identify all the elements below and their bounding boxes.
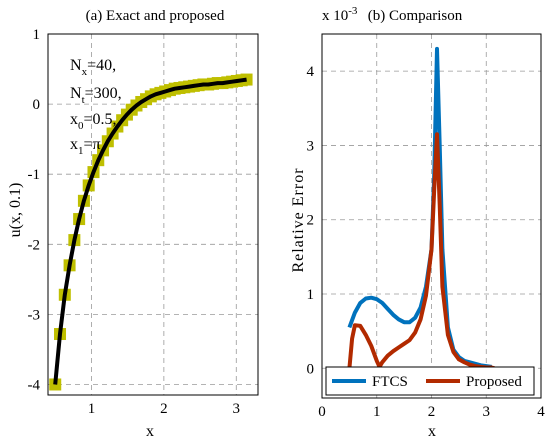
panel-a-xlabel: x — [146, 423, 154, 440]
x-tick-label: 3 — [233, 401, 241, 417]
legend-label-proposed: Proposed — [466, 374, 522, 390]
panel-b-tick-labels: 0 1 2 3 4 4 3 2 1 0 — [307, 64, 546, 420]
x-tick-label: 1 — [88, 401, 96, 417]
y-tick-label: 0 — [307, 361, 315, 377]
x-tick-label: 1 — [373, 404, 381, 420]
y-tick-label: -4 — [28, 377, 41, 393]
panel-a: (a) Exact and proposed 1 2 3 1 0 -1 -2 -3 -4 x u… — [7, 8, 259, 440]
parameter-annotation: Nx=40, Nt=300, x0=0.5, x1=π — [70, 57, 122, 157]
panel-b-title: (b) Comparison — [368, 8, 463, 24]
panel-b-ylabel: Relative Error — [290, 167, 307, 272]
x-tick-label: 2 — [160, 401, 168, 417]
panel-b-xlabel: x — [428, 423, 436, 440]
y-tick-label: -2 — [28, 237, 41, 253]
annotation-nx: Nx=40, — [70, 57, 116, 78]
panel-a-tick-labels: 1 2 3 1 0 -1 -2 -3 -4 — [28, 27, 241, 417]
panel-a-series — [49, 73, 253, 391]
x-tick-label: 2 — [428, 404, 436, 420]
panel-b-series — [347, 46, 496, 371]
y-tick-label: 1 — [33, 27, 41, 43]
legend-label-ftcs: FTCS — [372, 374, 408, 390]
panel-a-title: (a) Exact and proposed — [86, 8, 225, 24]
panel-a-frame — [47, 33, 259, 396]
annotation-x1: x1=π — [70, 136, 101, 157]
exact-solution-line — [53, 77, 247, 385]
y-tick-label: 1 — [307, 287, 315, 303]
y-tick-label: 4 — [307, 64, 315, 80]
annotation-x0: x0=0.5, — [70, 111, 117, 132]
x-tick-label: 0 — [318, 404, 326, 420]
y-tick-label: -3 — [28, 307, 41, 323]
y-tick-label: -1 — [28, 167, 41, 183]
x-tick-label: 4 — [537, 404, 545, 420]
y-scale-factor: x 10-3 — [322, 5, 358, 24]
y-tick-label: 0 — [33, 97, 41, 113]
legend: FTCS Proposed — [325, 366, 535, 396]
x-tick-label: 3 — [483, 404, 491, 420]
y-tick-label: 3 — [307, 138, 315, 154]
panel-b: (b) Comparison x 10-3 0 1 2 3 4 4 3 2 1 0 x Relat… — [290, 5, 545, 440]
y-tick-label: 2 — [307, 213, 315, 229]
annotation-nt: Nt=300, — [70, 85, 122, 106]
panel-a-ylabel: u(x, 0.1) — [7, 183, 24, 238]
panel-b-frame — [321, 33, 542, 399]
series-line-proposed — [347, 132, 496, 371]
